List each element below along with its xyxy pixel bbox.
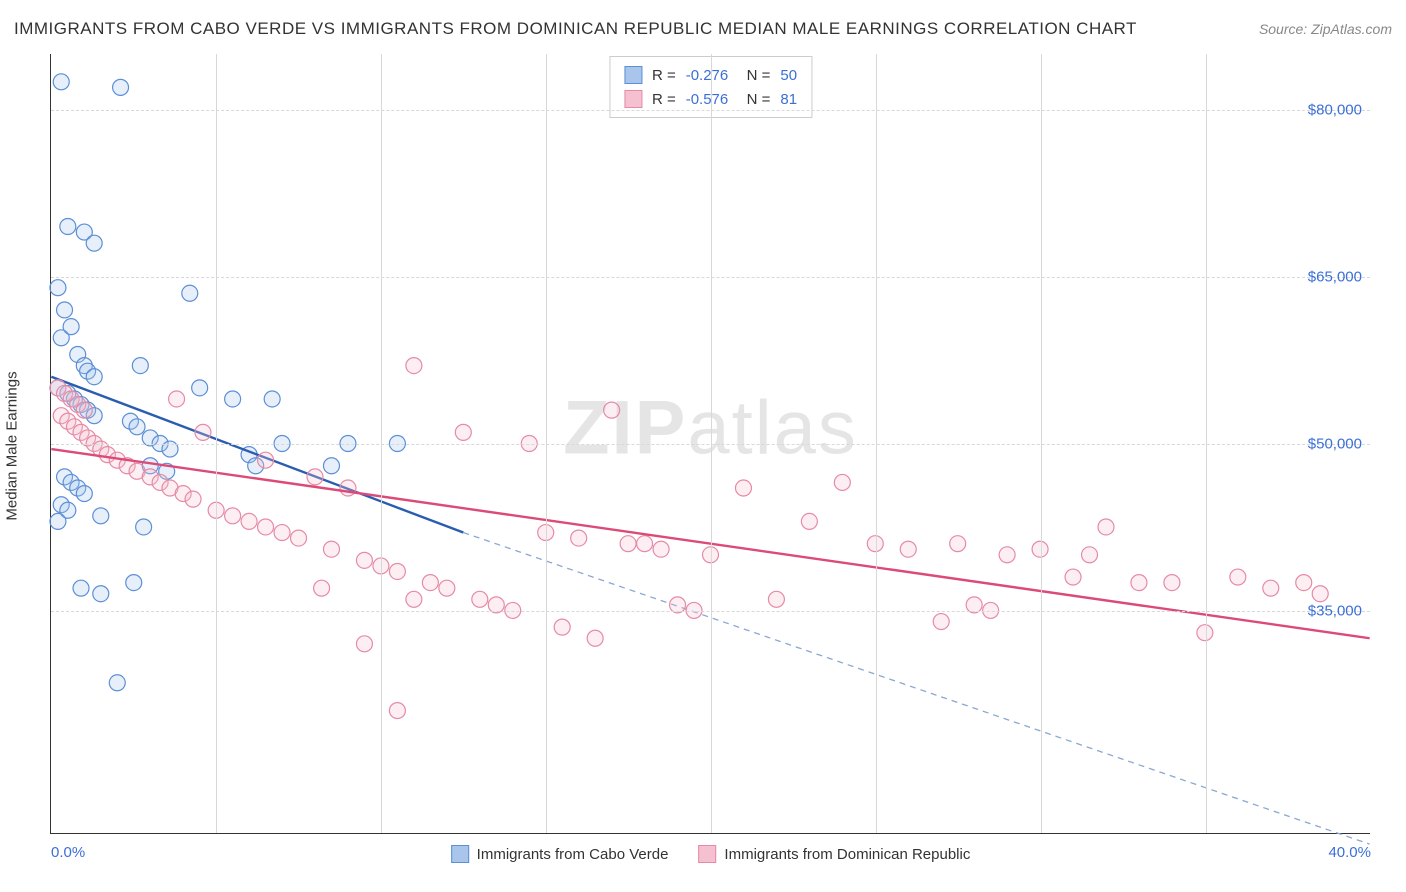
x-tick-label: 40.0% bbox=[1328, 844, 1371, 861]
scatter-point bbox=[185, 491, 201, 507]
scatter-point bbox=[604, 402, 620, 418]
scatter-point bbox=[439, 580, 455, 596]
scatter-point bbox=[900, 541, 916, 557]
scatter-point bbox=[472, 591, 488, 607]
scatter-point bbox=[132, 358, 148, 374]
y-tick-label: $80,000 bbox=[1308, 101, 1362, 118]
y-tick-label: $65,000 bbox=[1308, 268, 1362, 285]
scatter-point bbox=[587, 630, 603, 646]
scatter-point bbox=[225, 508, 241, 524]
y-axis-label: Median Male Earnings bbox=[4, 371, 21, 520]
scatter-point bbox=[356, 552, 372, 568]
scatter-point bbox=[406, 591, 422, 607]
scatter-point bbox=[455, 424, 471, 440]
scatter-point bbox=[53, 74, 69, 90]
scatter-point bbox=[1312, 586, 1328, 602]
chart-plot-area: ZIPatlas R = -0.276 N = 50 R = -0.576 N … bbox=[50, 54, 1370, 834]
scatter-point bbox=[422, 575, 438, 591]
scatter-point bbox=[571, 530, 587, 546]
scatter-point bbox=[314, 580, 330, 596]
scatter-point bbox=[126, 575, 142, 591]
scatter-point bbox=[307, 469, 323, 485]
chart-container: IMMIGRANTS FROM CABO VERDE VS IMMIGRANTS… bbox=[0, 0, 1406, 892]
swatch-dominican-icon bbox=[698, 845, 716, 863]
scatter-point bbox=[389, 703, 405, 719]
scatter-point bbox=[76, 402, 92, 418]
scatter-point bbox=[1197, 625, 1213, 641]
scatter-point bbox=[241, 513, 257, 529]
scatter-point bbox=[620, 536, 636, 552]
gridline-vertical bbox=[1206, 54, 1207, 833]
scatter-point bbox=[801, 513, 817, 529]
gridline-vertical bbox=[1041, 54, 1042, 833]
scatter-point bbox=[192, 380, 208, 396]
scatter-point bbox=[195, 424, 211, 440]
scatter-point bbox=[86, 369, 102, 385]
scatter-point bbox=[274, 525, 290, 541]
scatter-point bbox=[129, 419, 145, 435]
scatter-point bbox=[76, 486, 92, 502]
scatter-point bbox=[57, 302, 73, 318]
gridline-vertical bbox=[711, 54, 712, 833]
scatter-point bbox=[1131, 575, 1147, 591]
scatter-point bbox=[50, 280, 66, 296]
scatter-point bbox=[1263, 580, 1279, 596]
scatter-point bbox=[86, 235, 102, 251]
x-tick-label: 0.0% bbox=[51, 844, 85, 861]
scatter-point bbox=[554, 619, 570, 635]
y-tick-label: $35,000 bbox=[1308, 603, 1362, 620]
scatter-point bbox=[63, 319, 79, 335]
scatter-point bbox=[258, 452, 274, 468]
scatter-point bbox=[1065, 569, 1081, 585]
scatter-point bbox=[93, 508, 109, 524]
scatter-point bbox=[1230, 569, 1246, 585]
scatter-point bbox=[225, 391, 241, 407]
scatter-point bbox=[1098, 519, 1114, 535]
scatter-point bbox=[109, 675, 125, 691]
scatter-point bbox=[258, 519, 274, 535]
gridline-vertical bbox=[546, 54, 547, 833]
scatter-point bbox=[264, 391, 280, 407]
scatter-point bbox=[1082, 547, 1098, 563]
scatter-point bbox=[933, 614, 949, 630]
scatter-point bbox=[50, 513, 66, 529]
scatter-point bbox=[1296, 575, 1312, 591]
scatter-point bbox=[113, 79, 129, 95]
title-bar: IMMIGRANTS FROM CABO VERDE VS IMMIGRANTS… bbox=[14, 14, 1392, 44]
chart-source: Source: ZipAtlas.com bbox=[1259, 21, 1392, 37]
scatter-point bbox=[637, 536, 653, 552]
scatter-point bbox=[834, 474, 850, 490]
swatch-cabo-verde-icon bbox=[451, 845, 469, 863]
scatter-point bbox=[389, 563, 405, 579]
scatter-point bbox=[999, 547, 1015, 563]
scatter-point bbox=[93, 586, 109, 602]
gridline-vertical bbox=[216, 54, 217, 833]
scatter-point bbox=[291, 530, 307, 546]
scatter-point bbox=[653, 541, 669, 557]
scatter-point bbox=[73, 580, 89, 596]
scatter-point bbox=[182, 285, 198, 301]
scatter-point bbox=[768, 591, 784, 607]
scatter-point bbox=[356, 636, 372, 652]
scatter-point bbox=[406, 358, 422, 374]
chart-title: IMMIGRANTS FROM CABO VERDE VS IMMIGRANTS… bbox=[14, 19, 1137, 39]
legend-item-cabo-verde: Immigrants from Cabo Verde bbox=[451, 845, 669, 863]
scatter-point bbox=[950, 536, 966, 552]
scatter-point bbox=[60, 219, 76, 235]
gridline-vertical bbox=[381, 54, 382, 833]
scatter-point bbox=[1164, 575, 1180, 591]
scatter-point bbox=[323, 458, 339, 474]
scatter-point bbox=[323, 541, 339, 557]
scatter-point bbox=[136, 519, 152, 535]
scatter-point bbox=[735, 480, 751, 496]
gridline-vertical bbox=[876, 54, 877, 833]
y-tick-label: $50,000 bbox=[1308, 436, 1362, 453]
legend-item-dominican: Immigrants from Dominican Republic bbox=[698, 845, 970, 863]
scatter-point bbox=[169, 391, 185, 407]
bottom-legend: Immigrants from Cabo Verde Immigrants fr… bbox=[451, 845, 971, 863]
